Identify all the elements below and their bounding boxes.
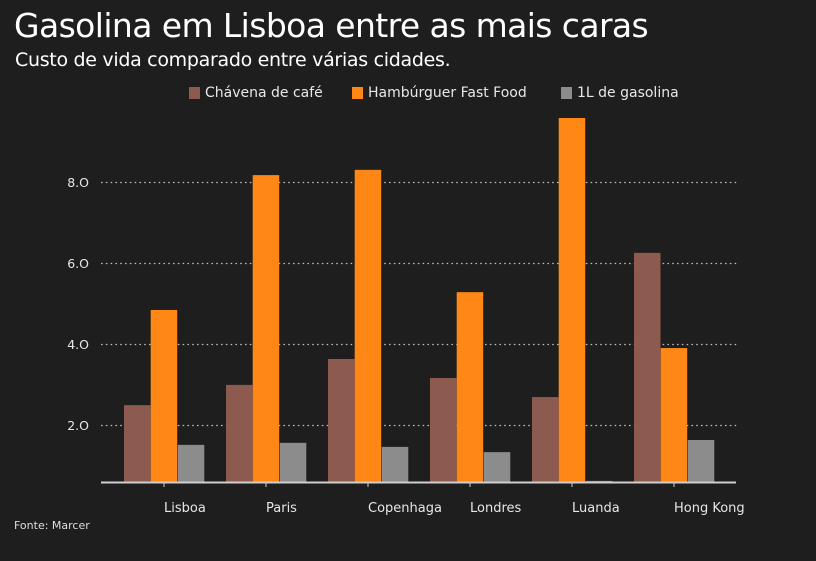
x-axis-labels: Lisboa Paris Copenhaga Londres Luanda Hong Ko…	[164, 501, 745, 516]
y-tick-label: 8.O	[67, 175, 89, 190]
x-tick-label: Lisboa	[164, 501, 206, 516]
bar-gas-paris	[279, 442, 307, 482]
legend-swatch-burger	[352, 87, 363, 99]
legend-item-burger: Hambúrguer Fast Food	[352, 85, 527, 101]
bar-burger-copenhaga	[354, 169, 382, 482]
y-tick-label: 4.O	[67, 337, 89, 352]
bar-gas-hong-kong	[687, 439, 715, 482]
bar-cafe-hong-kong	[634, 252, 661, 482]
y-tick-label: 6.O	[67, 256, 89, 271]
source-note: Fonte: Marcer	[14, 519, 90, 532]
legend-label-cafe: Chávena de café	[205, 85, 323, 101]
x-tick-label: Paris	[266, 501, 297, 516]
legend-swatch-gas	[561, 87, 572, 99]
x-tick-label: Londres	[470, 501, 522, 516]
bar-burger-londres	[456, 292, 484, 482]
bar-gas-lisboa	[177, 444, 205, 482]
bar-cafe-londres	[430, 378, 457, 482]
bar-cafe-luanda	[532, 397, 559, 482]
bar-gas-luanda	[585, 480, 613, 482]
bar-cafe-lisboa	[124, 405, 151, 482]
bar-burger-luanda	[558, 118, 586, 482]
bars	[124, 118, 715, 483]
bar-burger-paris	[252, 175, 280, 483]
legend-label-gas: 1L de gasolina	[577, 85, 679, 101]
y-tick-label: 2.O	[67, 418, 89, 433]
bar-gas-copenhaga	[381, 446, 409, 482]
bar-cafe-copenhaga	[328, 358, 355, 482]
bar-burger-hong-kong	[660, 348, 688, 482]
chart-subtitle: Custo de vida comparado entre várias cid…	[15, 49, 451, 71]
x-tick-label: Hong Kong	[674, 501, 745, 516]
legend-item-cafe: Chávena de café	[189, 85, 323, 101]
x-axis	[101, 481, 736, 487]
bar-cafe-paris	[226, 384, 253, 482]
legend-swatch-cafe	[189, 87, 200, 99]
gridlines	[101, 181, 738, 427]
y-axis-labels: 2.O 4.O 6.O 8.O	[67, 175, 89, 433]
bar-gas-londres	[483, 452, 511, 482]
legend-label-burger: Hambúrguer Fast Food	[368, 85, 527, 101]
x-tick-label: Copenhaga	[368, 501, 442, 516]
x-tick-label: Luanda	[572, 501, 620, 516]
chart-title: Gasolina em Lisboa entre as mais caras	[14, 6, 649, 45]
bar-burger-lisboa	[150, 309, 178, 482]
legend-item-gas: 1L de gasolina	[561, 85, 679, 101]
